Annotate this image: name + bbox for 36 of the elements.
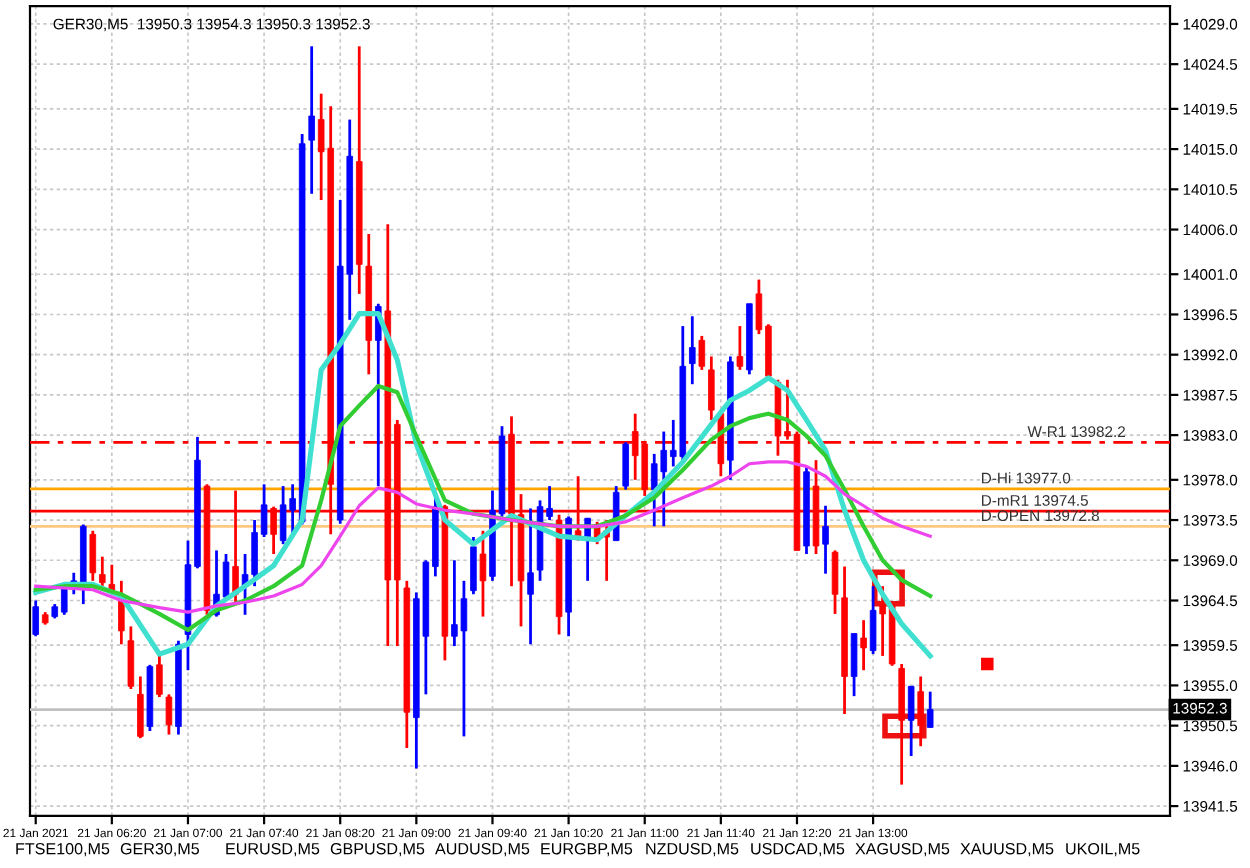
candlestick [89,529,97,583]
text: AUDUSD,M5 [435,842,530,857]
candlestick [479,529,487,618]
candlestick [708,355,715,422]
text: UKOIL,M5 [1066,842,1140,857]
text: NZDUSD,M5 [646,842,739,857]
candlestick [156,652,163,699]
text: XAUUSD,M5 [960,842,1054,857]
text: GBPUSD,M5 [330,842,425,857]
candlestick [907,684,915,758]
candlestick [689,314,696,386]
candlestick [165,692,173,736]
text: XAGUSD,M5 [855,842,950,857]
candlestick [736,324,744,372]
text: EURGBP,M5 [541,842,633,857]
candlestick [308,44,315,196]
candlestick [869,584,877,656]
text: GER30,M5 [120,842,200,857]
text: USDCAD,M5 [751,842,845,857]
line-series [33,383,933,633]
text: FTSE100,M5 [16,842,110,857]
candlestick [137,675,144,740]
candlestick [99,555,106,588]
candlestick [622,440,629,492]
candlestick [917,675,924,748]
text: EURUSD,M5 [226,842,320,857]
candlestick [926,690,934,729]
candlestick [850,632,858,698]
candlestick [127,625,135,691]
candlestick [831,549,839,616]
candlestick [32,599,39,638]
candlestick [527,507,534,646]
candlestick [698,334,706,372]
candlestick [860,618,867,672]
candlestick [470,535,477,596]
candlestick [822,504,829,576]
